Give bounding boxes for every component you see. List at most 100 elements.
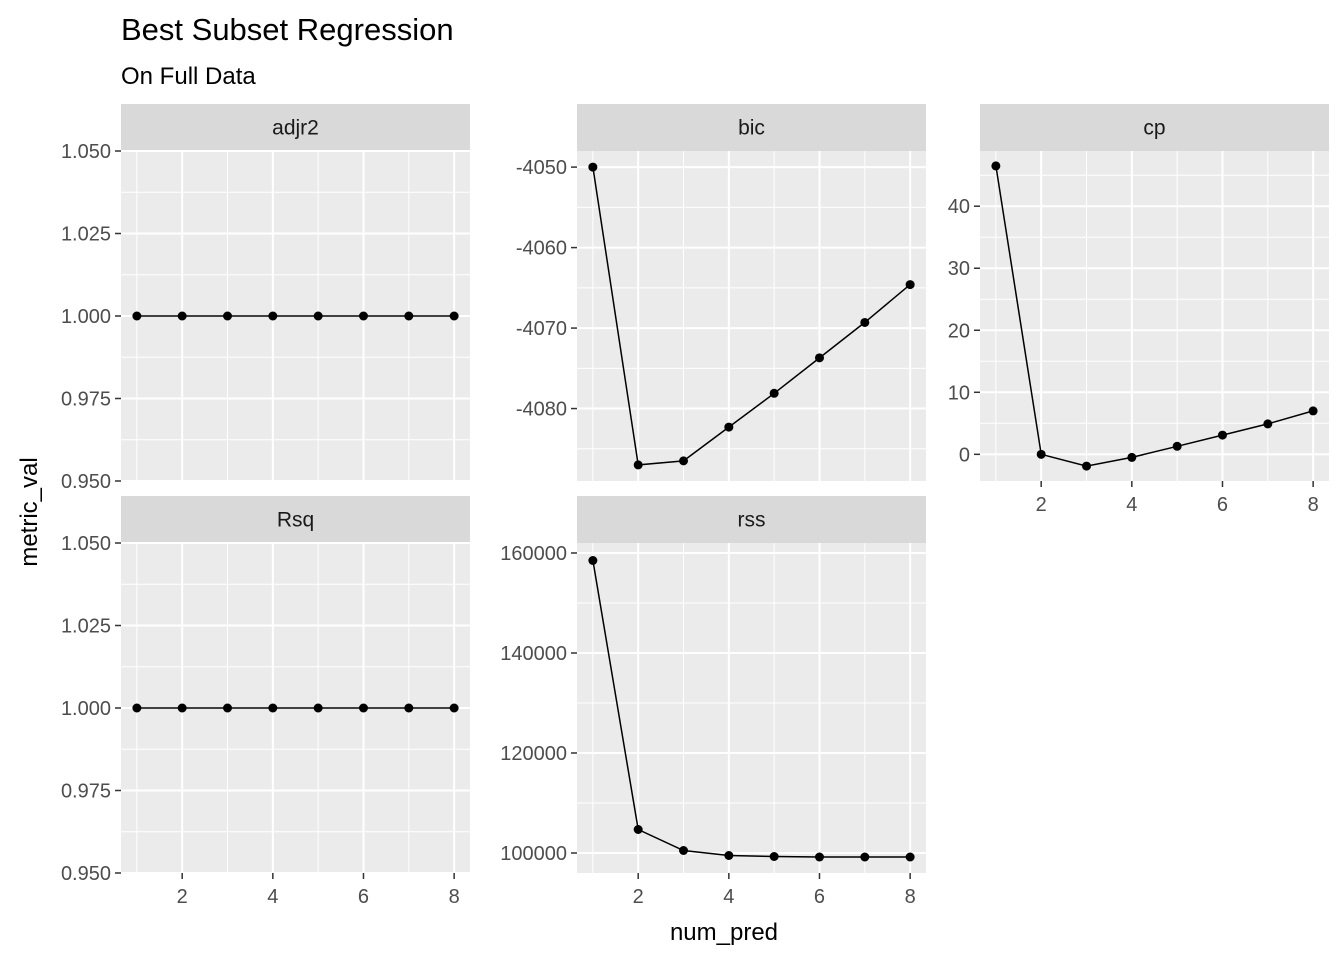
data-point [1263,419,1273,429]
panel-Rsq: Rsq 0.950 0.975 1.000 1.025 1.050 2 4 6 8 [61,496,470,908]
y-tick-label: 1.000 [61,698,111,720]
data-point [905,280,915,290]
data-point [588,556,598,565]
x-tick-label: 2 [1036,494,1047,516]
y-tick-label: 0.975 [61,781,111,803]
series-line-cp [995,165,1314,467]
series-line-bic [592,166,911,466]
y-tick-label: 30 [948,258,970,280]
data-point [132,703,142,713]
strip-label-bic: bic [738,117,765,140]
strip-label-adjr2: adjr2 [272,117,319,140]
data-point [449,311,459,321]
x-tick-label: 6 [358,886,369,908]
x-tick-label: 8 [1308,494,1319,516]
y-tick-label: 0 [959,444,970,466]
panel-background [577,151,926,481]
panel-adjr2: adjr2 0.950 0.975 1.000 1.025 1.050 [61,104,470,493]
x-tick-label: 2 [177,886,188,908]
panel-background [980,151,1329,481]
data-point [358,311,368,321]
data-point [1308,406,1318,416]
data-point [991,161,1001,171]
strip-label-cp: cp [1143,117,1165,140]
x-tick-label: 4 [267,886,278,908]
panel-bic: bic -4050 -4060 -4070 -4080 [516,104,926,481]
panel-rss: rss 100000 120000 140000 160000 2 4 6 8 [500,496,926,908]
chart-subtitle: On Full Data [121,63,256,90]
data-point [1036,449,1046,459]
data-point [313,311,323,321]
data-point [814,852,824,862]
y-tick-label: 140000 [500,643,567,665]
data-point [679,846,689,855]
data-point [313,703,323,713]
x-tick-label: 2 [633,886,644,908]
y-tick-label: -4060 [516,238,567,260]
data-point [905,852,915,862]
x-tick-label: 8 [905,886,916,908]
y-tick-label: 0.950 [61,471,111,493]
data-point [679,456,689,466]
data-point [769,852,779,861]
strip-background [577,104,926,151]
strip-background [980,104,1329,151]
data-point [1172,441,1182,451]
data-point [268,311,278,321]
panel-background [577,543,926,873]
y-tick-label: -4050 [516,157,567,179]
data-point [724,422,734,432]
y-axis-title: metric_val [16,457,43,566]
data-point [724,851,734,860]
data-point [814,353,824,363]
data-point [769,388,779,398]
y-tick-label: 1.025 [61,616,111,638]
data-point [1127,452,1137,462]
strip-background [121,496,470,543]
y-tick-label: 20 [948,320,970,342]
y-tick-label: 1.050 [61,141,111,163]
x-tick-label: 4 [1126,494,1137,516]
data-point [223,703,233,713]
y-tick-label: 40 [948,196,970,218]
strip-background [121,104,470,151]
data-point [268,703,278,713]
strip-label-rss: rss [738,509,766,532]
data-point [860,317,870,327]
y-tick-label: 1.025 [61,224,111,246]
data-point [1082,461,1092,471]
x-tick-label: 8 [449,886,460,908]
data-point [404,311,414,321]
strip-background [577,496,926,543]
data-point [449,703,459,713]
data-point [860,852,870,862]
y-tick-label: 0.975 [61,389,111,411]
data-point [358,703,368,713]
x-tick-label: 6 [814,886,825,908]
strip-label-Rsq: Rsq [277,509,314,532]
panel-cp: cp 0 10 20 30 40 2 4 6 8 [948,104,1329,516]
y-tick-label: 160000 [500,543,567,565]
data-point [588,162,598,172]
chart-title: Best Subset Regression [121,12,454,47]
y-tick-label: 1.050 [61,533,111,555]
data-point [633,460,643,470]
y-tick-label: 1.000 [61,306,111,328]
data-point [223,311,233,321]
y-tick-label: 100000 [500,843,567,865]
data-point [633,825,643,834]
y-tick-label: 120000 [500,743,567,765]
x-tick-label: 4 [723,886,734,908]
y-tick-label: 0.950 [61,863,111,885]
data-point [132,311,142,321]
data-point [177,703,187,713]
y-tick-label: -4070 [516,318,567,340]
x-tick-label: 6 [1217,494,1228,516]
y-tick-label: -4080 [516,399,567,421]
data-point [1217,430,1227,440]
series-line-rss [592,560,911,858]
data-point [404,703,414,713]
data-point [177,311,187,321]
facet-panels: adjr2 0.950 0.975 1.000 1.025 1.050 bic -4050 -4… [61,104,1329,908]
